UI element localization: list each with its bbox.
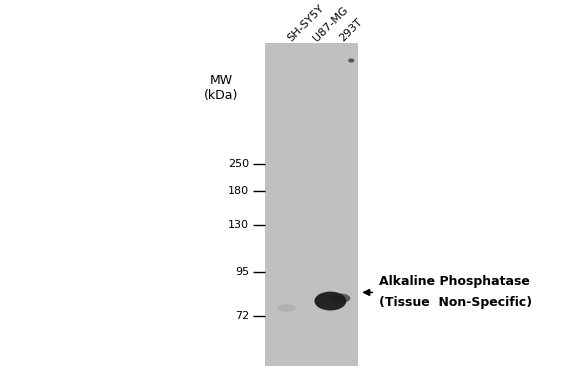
Text: MW
(kDa): MW (kDa) (204, 74, 239, 102)
Text: 250: 250 (228, 159, 249, 169)
Circle shape (349, 59, 353, 62)
Text: SH-SY5Y: SH-SY5Y (285, 3, 325, 43)
Ellipse shape (277, 304, 296, 312)
Text: 180: 180 (228, 186, 249, 196)
Ellipse shape (314, 291, 346, 310)
Text: 293T: 293T (338, 17, 364, 43)
Text: 95: 95 (235, 267, 249, 277)
Text: 130: 130 (228, 220, 249, 231)
Text: 72: 72 (235, 311, 249, 321)
Text: (Tissue  Non-Specific): (Tissue Non-Specific) (379, 296, 532, 309)
Text: Alkaline Phosphatase: Alkaline Phosphatase (379, 274, 530, 288)
Ellipse shape (331, 294, 350, 303)
Bar (265, 43, 357, 366)
Text: U87-MG: U87-MG (311, 5, 350, 43)
